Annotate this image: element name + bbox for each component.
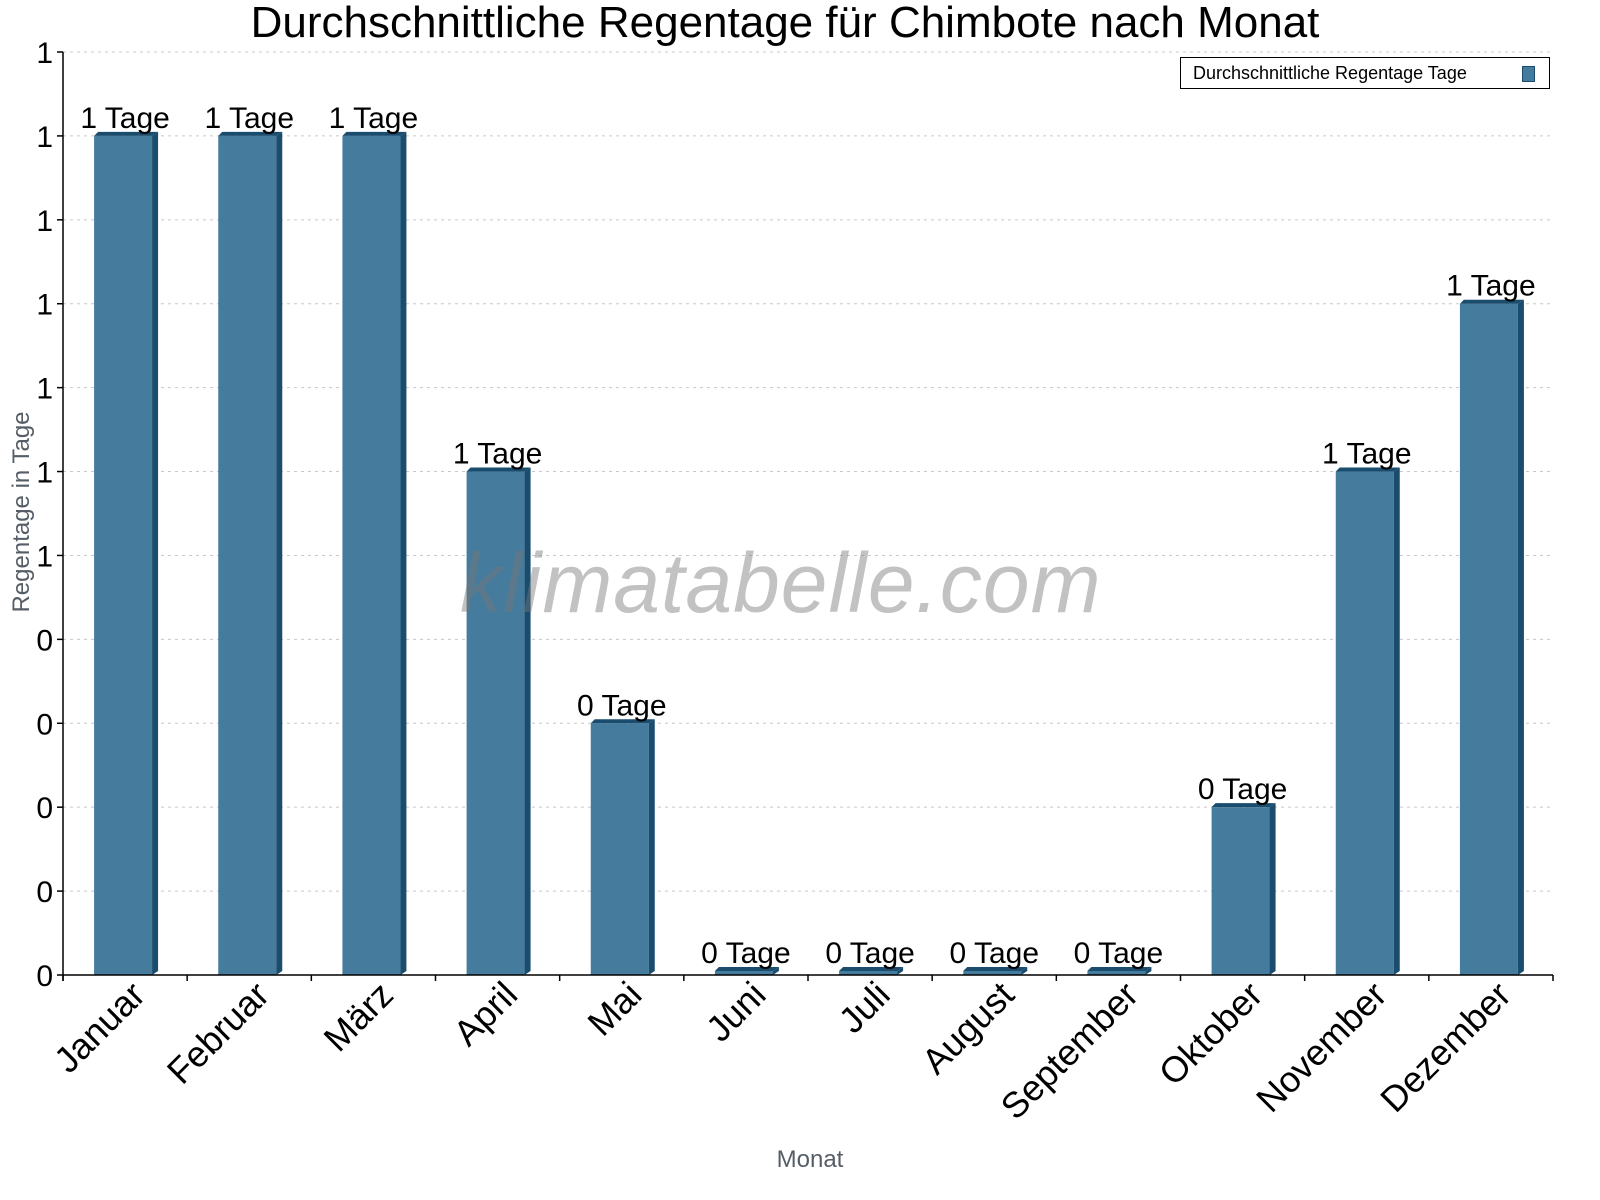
data-label: 1 Tage [80,102,170,135]
data-label: 1 Tage [204,102,294,135]
data-label: 0 Tage [1198,773,1288,806]
bar [218,131,283,976]
bar [590,719,655,975]
bar-series [94,131,1524,976]
y-tick-label: 0 [36,708,53,741]
x-tick-label: Oktober [1151,974,1271,1094]
data-label: 1 Tage [329,102,419,135]
x-tick-label: November [1248,974,1394,1120]
bar [839,967,904,975]
y-tick-label: 1 [36,457,53,490]
x-tick-label: Dezember [1372,974,1518,1120]
y-tick-label: 1 [36,121,53,154]
data-label: 0 Tage [825,937,915,970]
x-tick-label: Februar [159,974,277,1092]
chart-title: Durchschnittliche Regentage für Chimbote… [250,0,1320,47]
legend-label: Durchschnittliche Regentage Tage [1193,63,1467,83]
y-tick-label: 0 [36,624,53,657]
x-tick-labels: Januar Februar März April Mai Juni Juli AugustS… [46,974,1519,1128]
x-tick-label: April [445,974,525,1054]
data-label: 0 Tage [949,937,1039,970]
y-tick-label: 1 [36,540,53,573]
bar [94,131,159,976]
bar [714,967,779,975]
bar [963,967,1028,975]
y-tick-label: 1 [36,373,53,406]
x-tick-label: Mai [579,974,649,1044]
y-tick-label: 0 [36,876,53,909]
y-tick-label: 0 [36,960,53,993]
bar [1211,803,1276,975]
data-label: 0 Tage [1074,937,1164,970]
x-tick-label: Juni [698,974,774,1050]
bar [1459,299,1524,975]
x-tick-label: August [914,974,1022,1082]
x-tick-label: März [316,974,402,1060]
data-labels: 1 Tage 1 Tage 1 Tage 1 Tage 0 Tage 0 Tage 0 Ta… [80,102,1535,970]
data-label: 0 Tage [577,689,667,722]
y-tick-labels: 0 0 0 0 0 1 1 1 1 1 1 1 [36,37,53,993]
legend-swatch-icon [1522,66,1535,82]
bar [1087,967,1152,975]
axes [57,51,1554,981]
gridlines [63,51,1553,892]
bar [466,467,531,975]
y-tick-label: 1 [36,289,53,322]
data-label: 0 Tage [701,937,791,970]
y-tick-label: 1 [36,37,53,70]
data-label: 1 Tage [453,438,543,471]
data-label: 1 Tage [1322,438,1412,471]
y-tick-label: 1 [36,205,53,238]
y-axis-label: Regentage in Tage [8,411,35,613]
bar [342,131,407,976]
y-tick-label: 0 [36,792,53,825]
x-axis-label: Monat [776,1146,844,1173]
data-label: 1 Tage [1446,270,1536,303]
legend: Durchschnittliche Regentage Tage [1180,57,1550,89]
x-tick-label: Juli [831,974,898,1041]
x-tick-label: Januar [46,974,153,1081]
bar [1335,467,1400,975]
